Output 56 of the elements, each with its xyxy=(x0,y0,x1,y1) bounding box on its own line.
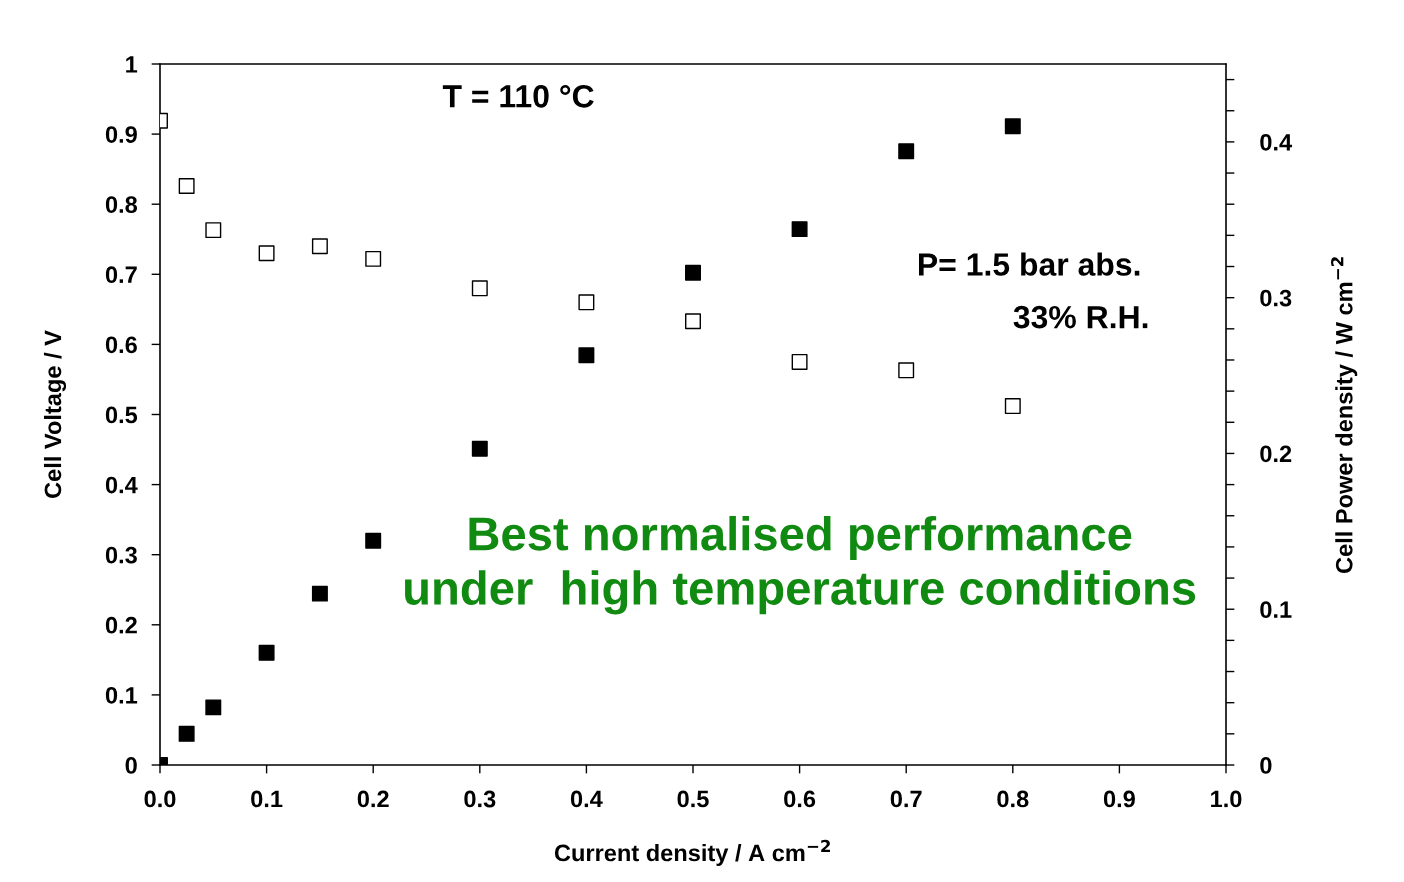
annotation: T = 110 °C xyxy=(442,85,594,108)
point xyxy=(311,585,328,602)
point xyxy=(1004,398,1021,415)
x-tick-label: 0.8 xyxy=(997,790,1029,808)
y-tick-label: 0.9 xyxy=(105,126,137,143)
y-tick-label: 0.3 xyxy=(105,546,137,564)
point xyxy=(178,725,195,742)
y-axis-title: Cell Voltage / V xyxy=(43,330,67,498)
point xyxy=(791,353,808,370)
point xyxy=(258,245,275,262)
point xyxy=(578,347,595,364)
point xyxy=(365,532,382,549)
point xyxy=(471,440,488,457)
y-tick-label: 0.7 xyxy=(105,266,137,284)
y-tick-label: 0.8 xyxy=(105,196,138,213)
x-tick-label: 1.0 xyxy=(1211,790,1242,808)
point xyxy=(205,699,222,716)
y-tick-label: 0.2 xyxy=(105,616,137,634)
x-tick-label: 0.6 xyxy=(784,790,816,808)
point xyxy=(471,280,488,297)
y2-axis-title: Cell Power density / W cm$^{−2}$ xyxy=(1331,257,1358,574)
point xyxy=(365,250,382,267)
y-tick-label: 0.5 xyxy=(105,406,138,424)
point xyxy=(685,264,701,281)
point xyxy=(578,294,595,311)
y2-tick-label: 0.1 xyxy=(1260,601,1292,619)
point xyxy=(1004,118,1021,135)
y2-tick-label: 0 xyxy=(1260,757,1272,774)
x-tick-label: 0.7 xyxy=(890,790,922,808)
y2-tick-label: 0.3 xyxy=(1260,289,1292,307)
point xyxy=(685,313,701,330)
y-tick-label: 0.4 xyxy=(105,476,138,494)
point xyxy=(791,221,808,238)
point xyxy=(205,222,222,239)
annotation: P= 1.5 bar abs. xyxy=(919,252,1140,276)
x-tick-label: 0.0 xyxy=(144,790,176,808)
x-tick-label: 0.3 xyxy=(464,790,496,808)
point xyxy=(258,644,275,661)
y-tick-label: 0 xyxy=(125,757,137,774)
y-tick-label: 1 xyxy=(126,56,138,73)
y-tick-label: 0.6 xyxy=(105,336,137,354)
y2-tick-label: 0.2 xyxy=(1260,445,1292,463)
x-tick-label: 0.9 xyxy=(1103,790,1135,808)
y2-tick-label: 0.4 xyxy=(1260,133,1293,151)
y-tick-label: 0.1 xyxy=(105,686,138,704)
x-tick-label: 0.2 xyxy=(357,790,389,808)
x-tick-label: 0.4 xyxy=(570,790,603,808)
point xyxy=(311,238,328,255)
annotation: Best normalised performance under high temperature conditions xyxy=(405,515,1196,615)
point xyxy=(178,177,195,194)
annotation: 33% R.H. xyxy=(1013,305,1148,329)
x-tick-label: 0.5 xyxy=(677,790,709,808)
point xyxy=(898,362,915,379)
point xyxy=(898,143,915,160)
x-tick-label: 0.1 xyxy=(251,790,283,808)
x-axis-title: Current density / A cm$^{−2}$ xyxy=(554,839,830,866)
